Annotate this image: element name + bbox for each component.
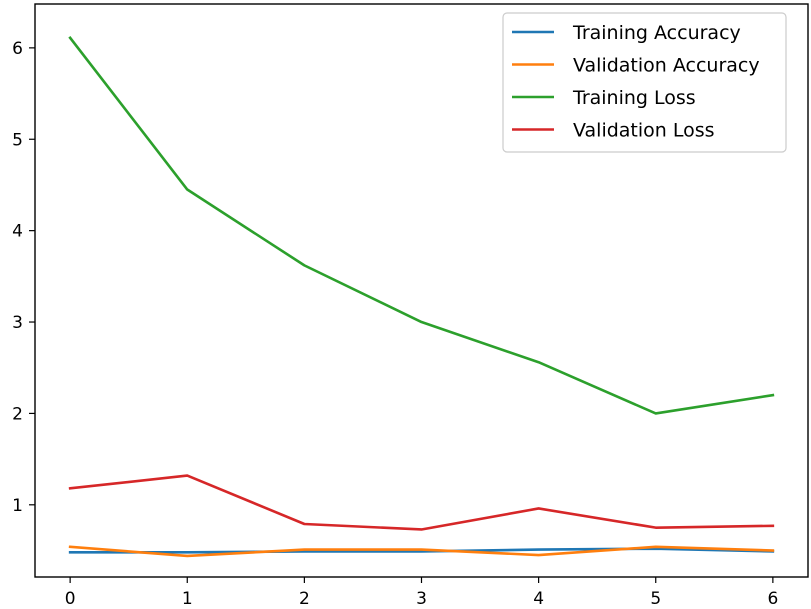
y-tick-label: 5 [12, 130, 23, 150]
legend-box [502, 12, 787, 153]
series-line-training-accuracy [68, 547, 775, 554]
x-tick-label: 1 [182, 589, 193, 609]
y-tick-label: 4 [12, 222, 23, 242]
x-tick-label: 2 [299, 589, 310, 609]
x-tick-label: 4 [533, 589, 544, 609]
y-tick-label: 1 [12, 496, 23, 516]
legend-label-validation-loss: Validation Loss [573, 120, 715, 142]
series-layer [68, 35, 775, 558]
x-tick-label: 3 [416, 589, 427, 609]
y-tick-label: 3 [12, 313, 23, 333]
axes-layer: 0 1 2 3 4 5 6 1 2 3 4 5 6 [12, 3, 809, 609]
legend: Training Accuracy Validation Accuracy Trai… [502, 12, 787, 153]
series-line-validation-accuracy [68, 545, 775, 558]
x-tick-label: 6 [767, 589, 778, 609]
legend-label-validation-accuracy: Validation Accuracy [573, 55, 760, 77]
x-tick-label: 0 [65, 589, 76, 609]
series-line-training-loss [68, 35, 775, 415]
legend-label-training-loss: Training Loss [572, 87, 696, 109]
x-tick-label: 5 [650, 589, 661, 609]
y-tick-label: 2 [12, 404, 23, 424]
y-tick-label: 6 [12, 39, 23, 59]
series-line-validation-loss [68, 474, 775, 531]
legend-label-training-accuracy: Training Accuracy [572, 22, 741, 44]
